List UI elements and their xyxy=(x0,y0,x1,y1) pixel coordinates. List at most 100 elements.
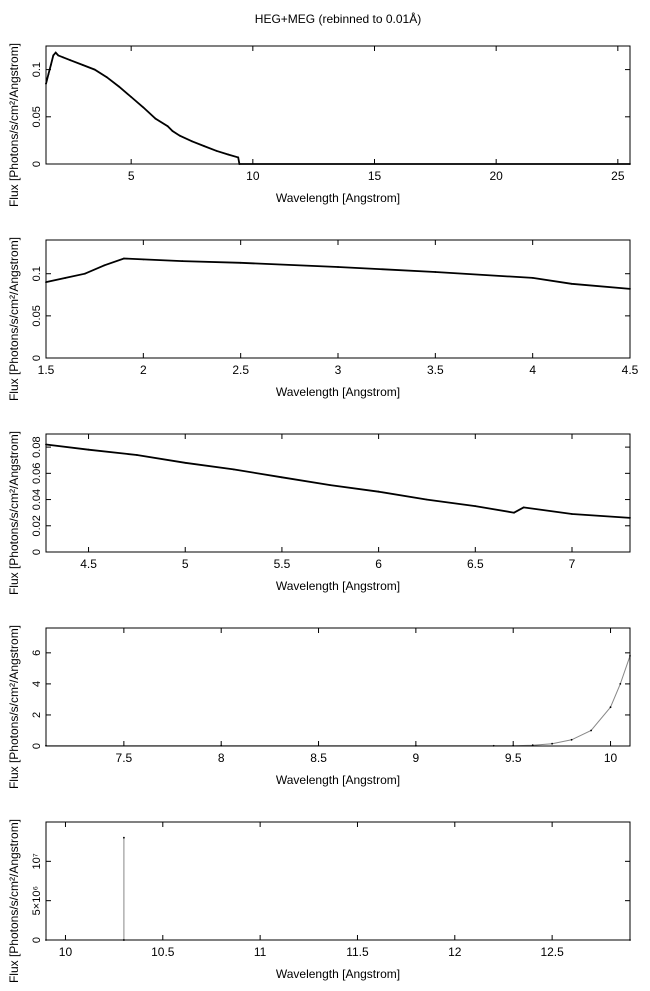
series-line xyxy=(45,257,631,290)
data-point xyxy=(93,68,96,71)
data-point xyxy=(619,683,622,685)
plot-frame xyxy=(45,821,631,941)
data-point xyxy=(64,277,67,279)
data-point xyxy=(47,73,50,76)
x-tick-label: 10 xyxy=(246,169,260,183)
x-tick-label: 10.5 xyxy=(151,945,175,959)
data-point xyxy=(434,271,437,273)
data-point xyxy=(123,257,125,260)
data-point xyxy=(103,264,106,267)
data-point xyxy=(590,729,592,732)
x-axis-label: Wavelength [Angstrom] xyxy=(276,191,400,205)
x-axis-label: Wavelength [Angstrom] xyxy=(276,579,400,593)
x-tick-label: 7.5 xyxy=(116,751,133,765)
y-axis-label: Flux [Photons/s/cm²/Angstrom] xyxy=(7,43,21,207)
data-point xyxy=(191,140,193,143)
data-point xyxy=(531,277,534,279)
x-tick-label: 8 xyxy=(218,751,225,765)
y-tick-label: 0.1 xyxy=(31,62,43,77)
chart-panel-4: 7.5 8 8.5 9 9.5 10 0 2 4 6 Wavelength [Angstrom] Fl… xyxy=(7,625,631,789)
data-point xyxy=(105,76,108,79)
data-point xyxy=(570,282,573,285)
x-tick-label: 9 xyxy=(413,751,420,765)
x-tick-label: 12 xyxy=(448,945,462,959)
data-point xyxy=(377,490,380,493)
x-tick-label: 25 xyxy=(611,169,625,183)
y-tick-label: 0.08 xyxy=(31,436,43,457)
data-point xyxy=(232,468,235,471)
y-tick-label: 6 xyxy=(31,650,43,656)
data-point xyxy=(227,153,230,156)
y-tick-label: 2 xyxy=(31,712,43,718)
x-tick-label: 4 xyxy=(529,363,536,377)
data-point xyxy=(570,738,573,741)
y-tick-label: 0.02 xyxy=(31,515,43,536)
x-tick-label: 2 xyxy=(140,363,147,377)
y-tick-label: 0.04 xyxy=(31,489,43,510)
data-point xyxy=(118,85,120,88)
data-point xyxy=(474,505,477,507)
data-point xyxy=(81,64,84,66)
y-tick-label: 0 xyxy=(31,549,43,555)
y-tick-label: 10⁷ xyxy=(31,853,43,869)
y-tick-label: 0 xyxy=(31,161,43,167)
x-tick-label: 11.5 xyxy=(346,945,369,959)
x-tick-label: 9.5 xyxy=(505,751,522,765)
y-axis-label: Flux [Photons/s/cm²/Angstrom] xyxy=(7,625,21,789)
x-tick-label: 5.5 xyxy=(274,557,291,571)
data-point xyxy=(329,484,332,486)
data-point xyxy=(54,51,57,54)
data-point xyxy=(571,513,573,515)
y-tick-label: 0.06 xyxy=(31,463,43,484)
data-point xyxy=(181,260,184,262)
chart-panel-3: 4.5 5 5.5 6 6.5 7 0 0.02 0.04 0.06 0.08 Wavelength … xyxy=(7,431,631,595)
data-point xyxy=(142,106,145,109)
y-axis-label: Flux [Photons/s/cm²/Angstrom] xyxy=(7,237,21,401)
data-point xyxy=(237,156,240,159)
data-point xyxy=(84,272,86,275)
data-point xyxy=(203,145,206,148)
x-axis-label: Wavelength [Angstrom] xyxy=(276,967,400,981)
x-tick-label: 6.5 xyxy=(467,557,484,571)
data-point xyxy=(136,454,138,456)
data-point xyxy=(184,461,187,464)
y-axis-label: Flux [Photons/s/cm²/Angstrom] xyxy=(7,431,21,595)
x-tick-label: 12.5 xyxy=(540,945,564,959)
y-tick-label: 0 xyxy=(31,937,43,943)
x-tick-label: 20 xyxy=(489,169,503,183)
y-axis-label: Flux [Photons/s/cm²/Angstrom] xyxy=(7,819,21,983)
x-tick-label: 15 xyxy=(368,169,382,183)
plot-frame xyxy=(45,239,631,359)
x-tick-label: 3.5 xyxy=(427,363,444,377)
x-tick-label: 4.5 xyxy=(80,557,97,571)
y-tick-label: 4 xyxy=(31,681,43,687)
series-line xyxy=(45,443,631,519)
x-tick-label: 5 xyxy=(182,557,189,571)
x-tick-label: 11 xyxy=(254,945,267,959)
data-point xyxy=(52,54,55,57)
data-point xyxy=(166,125,169,128)
data-point xyxy=(142,258,145,261)
x-tick-label: 10 xyxy=(604,751,618,765)
y-tick-label: 0.05 xyxy=(31,305,43,326)
data-point xyxy=(57,54,60,57)
chart-panel-2: 1.5 2 2.5 3 3.5 4 4.5 0 0.05 0.1 Wavelength [Angst… xyxy=(7,237,639,401)
x-tick-label: 3 xyxy=(335,363,342,377)
series-line xyxy=(46,655,631,747)
x-tick-label: 10 xyxy=(59,945,73,959)
data-point xyxy=(426,498,428,501)
chart-panel-1: 5 10 15 20 25 0 0.05 0.1 Wavelength [Angstrom] Fl… xyxy=(7,43,631,207)
data-point xyxy=(239,261,242,264)
data-point xyxy=(215,149,218,152)
chart-panel-5: 10 10.5 11 11.5 12 12.5 0 5×10⁶ 10⁷ Wavelength [A… xyxy=(7,819,631,983)
y-tick-label: 0.05 xyxy=(31,106,43,127)
data-point xyxy=(50,64,52,66)
y-tick-label: 5×10⁶ xyxy=(31,886,43,915)
data-point xyxy=(69,59,72,62)
x-tick-label: 2.5 xyxy=(232,363,249,377)
figure-title: HEG+MEG (rebinned to 0.01Å) xyxy=(255,11,421,26)
data-point xyxy=(171,130,174,132)
data-point xyxy=(281,476,283,479)
x-axis-label: Wavelength [Angstrom] xyxy=(276,773,400,787)
x-tick-label: 6 xyxy=(375,557,382,571)
